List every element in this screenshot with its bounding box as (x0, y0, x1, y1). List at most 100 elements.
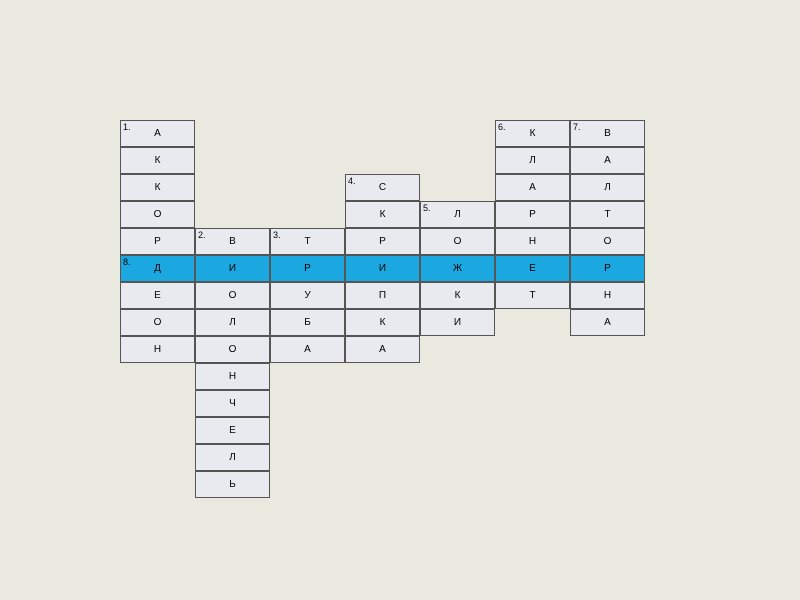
cell-letter: Л (229, 452, 236, 463)
cell-number: 2. (198, 230, 206, 240)
crossword-cell: Р (120, 228, 195, 255)
crossword-cell: Р (570, 255, 645, 282)
cell-letter: И (229, 263, 236, 274)
crossword-cell: Н (120, 336, 195, 363)
cell-letter: И (454, 317, 461, 328)
cell-letter: К (530, 128, 536, 139)
crossword-cell: Л (195, 444, 270, 471)
cell-letter: С (379, 182, 386, 193)
crossword-cell: Л (495, 147, 570, 174)
crossword-cell: О (120, 201, 195, 228)
crossword-cell: О (195, 282, 270, 309)
cell-letter: У (304, 290, 310, 301)
cell-number: 6. (498, 122, 506, 132)
cell-letter: А (604, 155, 611, 166)
cell-letter: И (379, 263, 386, 274)
cell-letter: К (380, 209, 386, 220)
crossword-cell: О (570, 228, 645, 255)
cell-number: 4. (348, 176, 356, 186)
crossword-cell: А (570, 147, 645, 174)
crossword-cell: 2. В (195, 228, 270, 255)
crossword-cell: Е (495, 255, 570, 282)
crossword-cell: Т (495, 282, 570, 309)
cell-letter: Р (154, 236, 161, 247)
cell-letter: Н (604, 290, 611, 301)
cell-number: 1. (123, 122, 131, 132)
crossword-cell: 6. К (495, 120, 570, 147)
cell-letter: Р (529, 209, 536, 220)
cell-letter: Н (529, 236, 536, 247)
cell-letter: В (604, 128, 611, 139)
cell-number: 3. (273, 230, 281, 240)
cell-letter: Л (529, 155, 536, 166)
crossword-cell: А (495, 174, 570, 201)
cell-number: 8. (123, 257, 131, 267)
crossword-cell: Т (570, 201, 645, 228)
crossword-cell: Н (495, 228, 570, 255)
crossword-cell: Е (195, 417, 270, 444)
crossword-cell: Н (195, 363, 270, 390)
crossword-cell: Н (570, 282, 645, 309)
crossword-cell: У (270, 282, 345, 309)
cell-letter: Л (229, 317, 236, 328)
crossword-cell: Р (345, 228, 420, 255)
crossword-cell: К (345, 309, 420, 336)
cell-letter: Н (154, 344, 161, 355)
crossword-cell: 7.В (570, 120, 645, 147)
crossword-cell: О (120, 309, 195, 336)
crossword-cell: О (420, 228, 495, 255)
crossword-cell: П (345, 282, 420, 309)
cell-letter: Л (454, 209, 461, 220)
crossword-cell: 5.Л (420, 201, 495, 228)
crossword-cell: Ч (195, 390, 270, 417)
cell-letter: П (379, 290, 386, 301)
crossword-cell: К (120, 147, 195, 174)
cell-letter: Е (529, 263, 536, 274)
cell-letter: О (229, 290, 237, 301)
cell-letter: Р (304, 263, 311, 274)
crossword-cell: Л (195, 309, 270, 336)
cell-letter: Ч (229, 398, 236, 409)
cell-letter: О (604, 236, 612, 247)
crossword-cell: И (420, 309, 495, 336)
crossword-cell: Р (270, 255, 345, 282)
cell-letter: О (154, 209, 162, 220)
crossword-cell: Ж (420, 255, 495, 282)
cell-letter: В (229, 236, 236, 247)
cell-letter: Е (229, 425, 236, 436)
cell-letter: Ь (229, 479, 236, 490)
cell-letter: А (154, 128, 161, 139)
cell-letter: Т (304, 236, 310, 247)
cell-letter: К (155, 155, 161, 166)
crossword-cell: К (120, 174, 195, 201)
crossword-cell: Е (120, 282, 195, 309)
cell-letter: Е (154, 290, 161, 301)
cell-letter: А (529, 182, 536, 193)
crossword-cell: Р (495, 201, 570, 228)
crossword-cell: Ь (195, 471, 270, 498)
crossword-cell: 3. Т (270, 228, 345, 255)
crossword-cell: 8. Д (120, 255, 195, 282)
cell-letter: Т (604, 209, 610, 220)
cell-letter: Б (304, 317, 311, 328)
crossword-cell: 4. С (345, 174, 420, 201)
crossword-cell: Б (270, 309, 345, 336)
crossword-cell: И (345, 255, 420, 282)
cell-letter: К (380, 317, 386, 328)
cell-letter: А (604, 317, 611, 328)
cell-letter: К (155, 182, 161, 193)
cell-letter: О (229, 344, 237, 355)
cell-letter: Н (229, 371, 236, 382)
cell-letter: Л (604, 182, 611, 193)
cell-letter: А (379, 344, 386, 355)
cell-letter: Р (379, 236, 386, 247)
crossword-cell: А (270, 336, 345, 363)
cell-letter: А (304, 344, 311, 355)
crossword-cell: И (195, 255, 270, 282)
crossword-cell: К (420, 282, 495, 309)
crossword-cell: А (345, 336, 420, 363)
cell-letter: Д (154, 263, 161, 274)
crossword-cell: К (345, 201, 420, 228)
cell-letter: Р (604, 263, 611, 274)
cell-letter: Т (529, 290, 535, 301)
